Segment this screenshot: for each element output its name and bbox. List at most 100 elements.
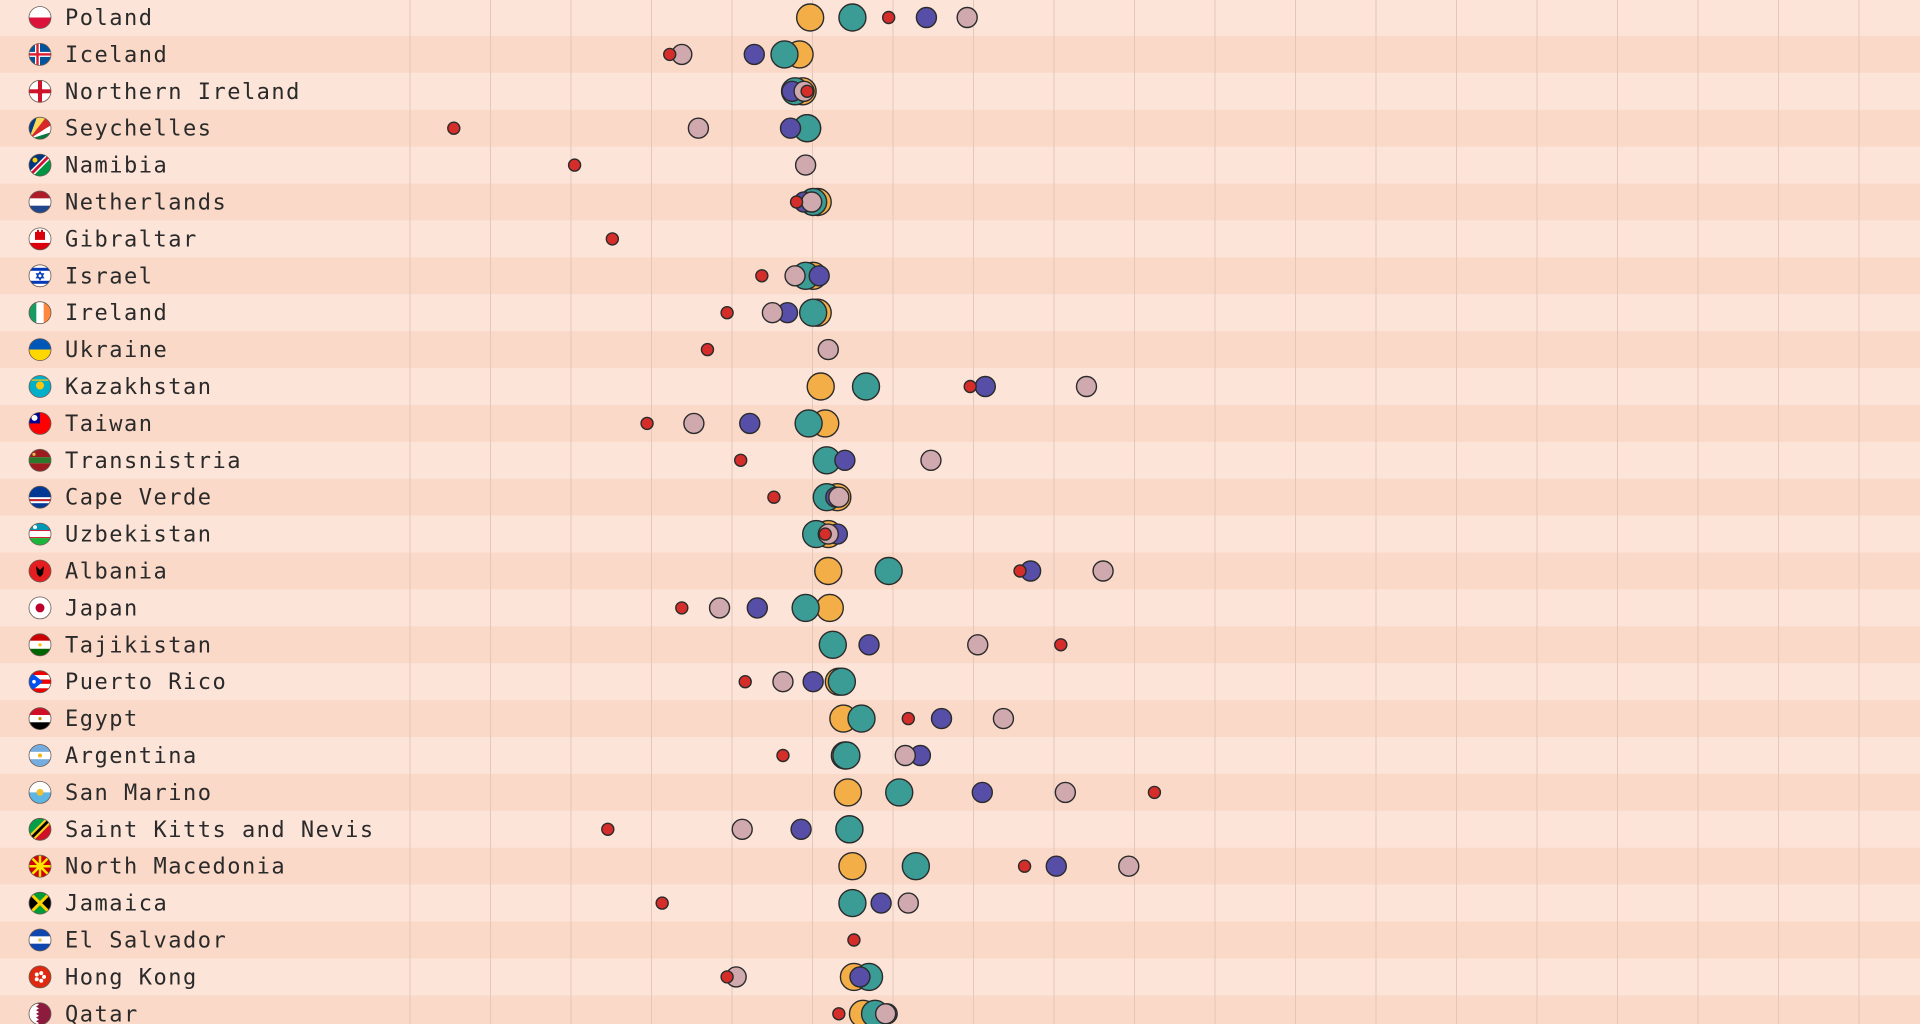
- country-label: Netherlands: [65, 191, 227, 216]
- qatar-flag-icon: [28, 1002, 52, 1024]
- country-label: El Salvador: [65, 929, 227, 954]
- red-data-point: [1054, 638, 1068, 652]
- country-label: Namibia: [65, 154, 168, 179]
- red-data-point: [847, 933, 861, 947]
- pink-data-point: [794, 154, 817, 176]
- pink-data-point: [1054, 781, 1077, 804]
- row-band: [0, 404, 1920, 442]
- cape-verde-flag-icon: [28, 485, 52, 509]
- country-label: Qatar: [65, 1002, 139, 1024]
- country-label: Ireland: [65, 301, 168, 326]
- red-data-point: [720, 306, 734, 320]
- pink-data-point: [1092, 560, 1114, 582]
- indigo-data-point: [808, 265, 830, 287]
- pink-data-point: [761, 302, 784, 324]
- country-label: Argentina: [65, 744, 198, 769]
- albania-flag-icon: [28, 559, 52, 583]
- red-data-point: [1017, 859, 1032, 873]
- puerto-rico-flag-icon: [28, 670, 52, 694]
- iceland-flag-icon: [28, 43, 52, 66]
- country-label: Jamaica: [65, 892, 168, 917]
- row-band: [0, 331, 1920, 369]
- indigo-data-point: [870, 892, 892, 914]
- red-data-point: [567, 158, 582, 172]
- indigo-data-point: [974, 375, 997, 398]
- egypt-flag-icon: [28, 707, 52, 730]
- orange-data-point: [795, 3, 825, 32]
- country-label: North Macedonia: [65, 855, 286, 880]
- country-label: Poland: [65, 6, 153, 31]
- row-band: [0, 183, 1920, 221]
- israel-flag-icon: [28, 264, 52, 288]
- pink-data-point: [897, 892, 919, 914]
- transnistria-flag-icon: [28, 448, 52, 472]
- orange-data-point: [838, 852, 867, 881]
- teal-data-point: [827, 667, 857, 696]
- row-band: [0, 294, 1920, 332]
- northern-ireland-flag-icon: [28, 79, 52, 103]
- pink-data-point: [708, 597, 731, 619]
- indigo-data-point: [739, 412, 761, 435]
- row-band: [0, 220, 1920, 258]
- pink-data-point: [731, 818, 753, 840]
- teal-data-point: [835, 815, 864, 844]
- row-band: [0, 958, 1920, 996]
- indigo-data-point: [779, 117, 802, 139]
- row-band: [0, 884, 1920, 922]
- indigo-data-point: [915, 6, 938, 29]
- red-data-point: [700, 342, 715, 357]
- indigo-data-point: [971, 781, 993, 804]
- row-band: [0, 478, 1920, 516]
- pink-data-point: [874, 1003, 897, 1024]
- red-data-point: [447, 121, 461, 135]
- indigo-data-point: [849, 966, 871, 988]
- gibraltar-flag-icon: [28, 227, 52, 251]
- row-band: [0, 552, 1920, 590]
- red-data-point: [663, 47, 677, 62]
- country-label: Albania: [65, 560, 168, 585]
- red-data-point: [640, 416, 654, 431]
- country-label: San Marino: [65, 781, 212, 806]
- teal-data-point: [851, 372, 881, 401]
- red-data-point: [605, 232, 620, 246]
- el-salvador-flag-icon: [28, 928, 52, 952]
- teal-data-point: [847, 704, 876, 733]
- data-points: [447, 3, 1162, 1024]
- jamaica-flag-icon: [28, 891, 52, 915]
- red-data-point: [675, 601, 689, 615]
- country-label: Hong Kong: [65, 965, 198, 990]
- pink-data-point: [920, 449, 942, 471]
- red-data-point: [755, 269, 769, 283]
- red-data-point: [738, 675, 752, 689]
- san-marino-flag-icon: [28, 781, 52, 804]
- taiwan-flag-icon: [28, 411, 52, 435]
- indigo-data-point: [834, 449, 856, 471]
- pink-data-point: [687, 117, 710, 139]
- indigo-data-point: [858, 634, 880, 656]
- row-band: [0, 72, 1920, 110]
- country-label: Saint Kitts and Nevis: [65, 818, 375, 843]
- country-label: Japan: [65, 596, 139, 621]
- pink-data-point: [956, 6, 978, 29]
- indigo-data-point: [743, 43, 765, 66]
- orange-data-point: [833, 778, 863, 807]
- teal-data-point: [838, 888, 867, 918]
- seychelles-flag-icon: [28, 116, 52, 140]
- saint-kitts-and-nevis-flag-icon: [28, 817, 52, 841]
- teal-data-point: [798, 298, 828, 327]
- row-band: [0, 921, 1920, 959]
- flag-icons: [28, 6, 52, 1024]
- pink-data-point: [1075, 375, 1098, 398]
- red-data-point: [1013, 564, 1027, 578]
- pink-data-point: [967, 634, 989, 656]
- japan-flag-icon: [28, 596, 52, 620]
- ireland-flag-icon: [28, 301, 52, 325]
- pink-data-point: [683, 412, 705, 435]
- country-label: Puerto Rico: [65, 670, 227, 695]
- row-band: [0, 737, 1920, 774]
- row-band: [0, 109, 1920, 147]
- red-data-point: [655, 896, 669, 910]
- red-data-point: [776, 748, 790, 763]
- red-data-point: [800, 84, 814, 99]
- country-labels: Poland Iceland Northern Ireland Seychelles N…: [65, 6, 375, 1024]
